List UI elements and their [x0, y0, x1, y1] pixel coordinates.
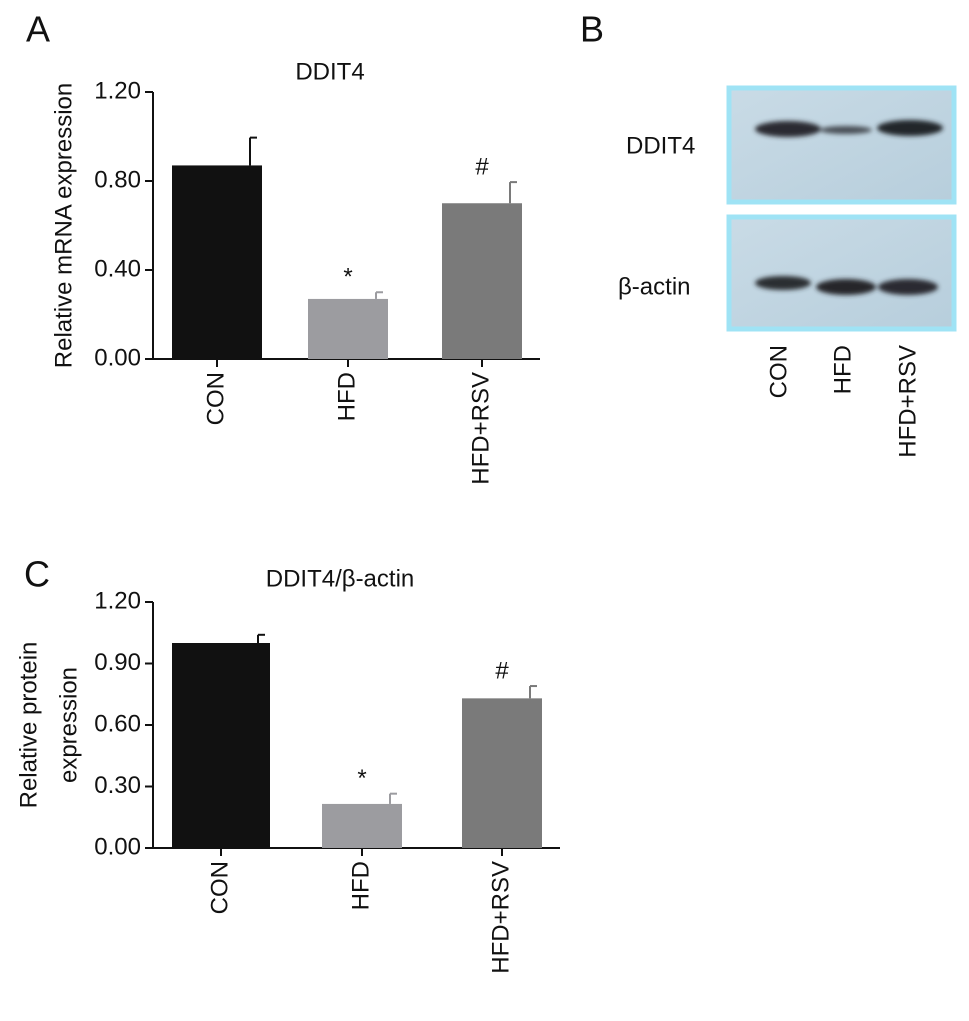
y-axis-label: expression: [55, 667, 82, 783]
bar: [308, 298, 388, 359]
x-tick-label: HFD+RSV: [467, 372, 494, 485]
y-tick-label: 0.40: [94, 255, 141, 282]
blot-lane-label: HFD+RSV: [894, 345, 921, 458]
panel-letter: C: [24, 554, 50, 595]
x-tick-label: HFD+RSV: [487, 861, 514, 974]
panel-letter: B: [580, 9, 604, 50]
significance-mark: #: [475, 153, 489, 180]
x-tick-label: HFD: [333, 372, 360, 421]
chart-title: DDIT4/β-actin: [266, 565, 415, 592]
band: [755, 276, 811, 290]
chart-title: DDIT4: [295, 58, 364, 85]
band: [877, 120, 943, 136]
bar: [322, 803, 402, 848]
y-tick-label: 0.00: [94, 344, 141, 371]
blot-row-label: β-actin: [618, 273, 691, 300]
blot-lane-label: HFD: [829, 345, 856, 394]
bar: [172, 165, 262, 359]
band: [755, 121, 821, 137]
blot-membrane: [726, 85, 957, 205]
significance-mark: #: [495, 657, 509, 684]
bar: [172, 643, 270, 848]
band: [820, 126, 872, 134]
x-tick-label: CON: [202, 372, 229, 425]
x-tick-label: CON: [206, 861, 233, 914]
significance-mark: *: [343, 264, 352, 291]
bar: [442, 203, 522, 359]
y-tick-label: 1.20: [94, 587, 141, 614]
y-axis-label: Relative mRNA expression: [50, 83, 77, 368]
bar: [462, 698, 542, 848]
band: [878, 279, 938, 295]
blot-membrane: [726, 214, 957, 332]
y-axis-label: Relative protein: [15, 642, 42, 809]
panel-letter: A: [26, 9, 50, 50]
y-tick-label: 0.90: [94, 649, 141, 676]
x-tick-label: HFD: [347, 861, 374, 910]
significance-mark: *: [357, 765, 366, 792]
y-tick-label: 0.30: [94, 772, 141, 799]
blot-lane-label: CON: [765, 345, 792, 398]
blot-bands: [755, 120, 943, 295]
y-tick-label: 0.00: [94, 833, 141, 860]
blot-row-label: DDIT4: [626, 132, 695, 159]
y-tick-label: 0.60: [94, 710, 141, 737]
y-tick-label: 0.80: [94, 166, 141, 193]
band: [816, 279, 876, 295]
y-tick-label: 1.20: [94, 77, 141, 104]
